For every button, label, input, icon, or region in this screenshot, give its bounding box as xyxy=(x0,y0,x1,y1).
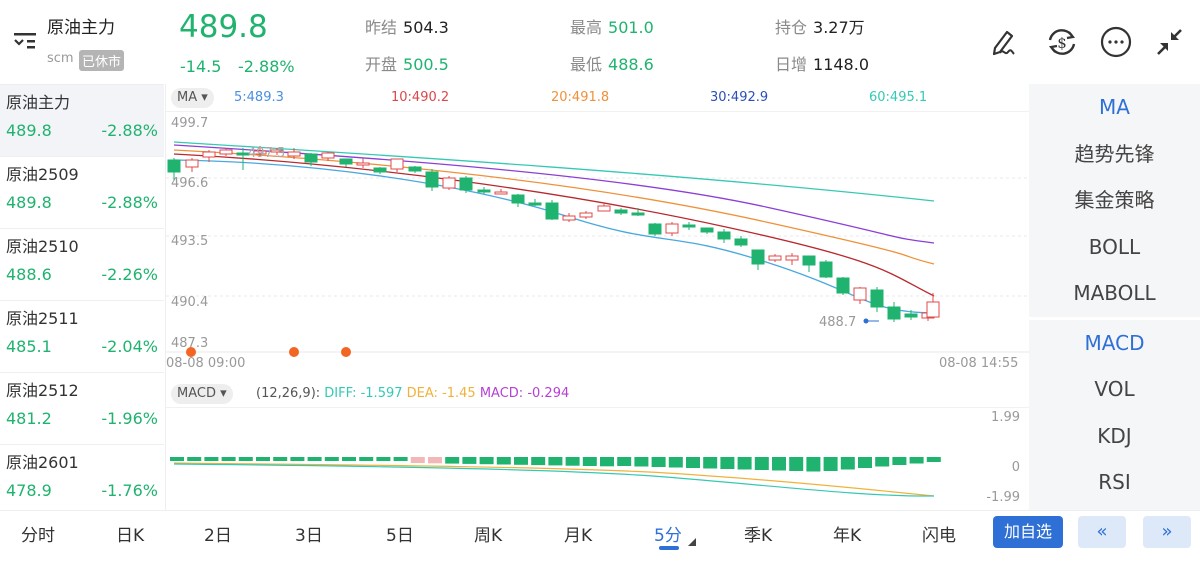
tab-indicator xyxy=(659,546,679,550)
contract-item[interactable]: 原油主力 489.8 -2.88% xyxy=(0,85,164,157)
stat-low: 最低 488.6 xyxy=(570,55,654,74)
contract-item[interactable]: 原油2510 488.6 -2.26% xyxy=(0,229,164,301)
indicator-vol[interactable]: VOL xyxy=(1094,377,1135,401)
quote-header: 原油主力 scm 已休市 489.8 -14.5 -2.88% 昨结 504.3 … xyxy=(0,0,1200,84)
contract-item[interactable]: 原油2512 481.2 -1.96% xyxy=(0,373,164,445)
price-change-pct: -2.88% xyxy=(238,57,295,76)
divider xyxy=(1029,316,1200,320)
y-tick: 487.3 xyxy=(171,336,209,351)
tab-5min[interactable]: 5分 xyxy=(654,526,682,546)
stat-daily-increase: 日增 1148.0 xyxy=(775,55,869,74)
event-dot xyxy=(341,347,351,357)
event-dot xyxy=(289,347,299,357)
y-tick: 490.4 xyxy=(171,295,209,310)
indicator-panel: MA 趋势先锋 集金策略 BOLL MABOLL MACD VOL KDJ RS… xyxy=(1029,84,1200,510)
tab-monthly[interactable]: 月K xyxy=(564,526,593,546)
stat-high: 最高 501.0 xyxy=(570,18,654,37)
macd-plot xyxy=(170,457,941,497)
contract-list: 原油主力 489.8 -2.88% 原油2509 489.8 -2.88% 原油25… xyxy=(0,84,164,510)
macd-legend: MACD ▾ (12,26,9): DIFF: -1.597 DEA: -1.4… xyxy=(166,380,1029,408)
price-change: -14.5 xyxy=(180,57,222,76)
y-tick: 493.5 xyxy=(171,234,209,249)
tab-weekly[interactable]: 周K xyxy=(474,526,503,546)
tab-flash[interactable]: 闪电 xyxy=(922,526,956,546)
ma20-value: 20:491.8 xyxy=(551,90,610,105)
period-tabs: 分时 日K 2日 3日 5日 周K 月K 5分 季K 年K 闪电 加自选 « » xyxy=(0,510,1200,567)
contract-name: 原油主力 xyxy=(47,18,115,38)
ma-legend: MA ▾ 5:489.3 10:490.2 20:491.8 30:492.9 … xyxy=(166,84,1029,112)
contract-item[interactable]: 原油2511 485.1 -2.04% xyxy=(0,301,164,373)
indicator-macd[interactable]: MACD xyxy=(1084,330,1145,355)
draw-icon[interactable] xyxy=(988,26,1022,58)
kline-chart[interactable]: MA ▾ 5:489.3 10:490.2 20:491.8 30:492.9 … xyxy=(165,84,1029,510)
macd-selector[interactable]: MACD ▾ xyxy=(171,384,233,404)
indicator-rsi[interactable]: RSI xyxy=(1098,470,1131,494)
stat-open-interest: 持仓 3.27万 xyxy=(775,18,865,37)
last-price: 489.8 xyxy=(179,9,268,45)
currency-exchange-icon[interactable]: $ xyxy=(1045,26,1079,58)
tab-yearly[interactable]: 年K xyxy=(833,526,862,546)
ma-selector[interactable]: MA ▾ xyxy=(171,88,214,108)
exchange-code: scm xyxy=(47,51,74,66)
contract-item[interactable]: 原油2509 489.8 -2.88% xyxy=(0,157,164,229)
contract-item[interactable]: 原油2601 478.9 -1.76% xyxy=(6,453,158,500)
y-tick: 499.7 xyxy=(171,116,209,131)
y-tick: 496.6 xyxy=(171,176,209,191)
add-watchlist-button[interactable]: 加自选 xyxy=(993,516,1063,548)
ma60-value: 60:495.1 xyxy=(869,90,928,105)
x-label-start: 08-08 09:00 xyxy=(166,356,246,371)
indicator-kdj[interactable]: KDJ xyxy=(1097,423,1132,448)
macd-y-tick: 1.99 xyxy=(991,410,1020,425)
ma5-value: 5:489.3 xyxy=(234,90,284,105)
svg-text:$: $ xyxy=(1057,34,1067,52)
more-icon[interactable] xyxy=(1099,26,1133,58)
list-menu-icon[interactable] xyxy=(12,30,38,52)
x-label-end: 08-08 14:55 xyxy=(939,356,1019,371)
indicator-trend[interactable]: 趋势先锋 xyxy=(1074,141,1155,166)
indicator-boll[interactable]: BOLL xyxy=(1088,234,1141,259)
low-annotation: 488.7 xyxy=(819,315,856,330)
stat-prev-settle: 昨结 504.3 xyxy=(365,18,449,37)
stat-open: 开盘 500.5 xyxy=(365,55,449,74)
indicator-ma[interactable]: MA xyxy=(1099,95,1130,119)
tab-5day[interactable]: 5日 xyxy=(386,526,414,546)
status-badge: 已休市 xyxy=(79,50,125,71)
dropdown-corner-icon xyxy=(688,538,696,546)
diff-value: DIFF: -1.597 xyxy=(324,386,403,401)
next-button[interactable]: » xyxy=(1143,516,1191,548)
high-annotation: 497.5 xyxy=(248,146,285,161)
tab-timeshare[interactable]: 分时 xyxy=(21,526,55,546)
dea-value: DEA: -1.45 xyxy=(406,386,476,401)
tab-daily[interactable]: 日K xyxy=(116,526,145,546)
candlestick-plot: 497.5 488.7 xyxy=(166,141,1029,357)
collapse-icon[interactable] xyxy=(1153,26,1187,58)
prev-button[interactable]: « xyxy=(1078,516,1126,548)
tab-3day[interactable]: 3日 xyxy=(295,526,323,546)
macd-y-tick: -1.99 xyxy=(986,490,1020,505)
indicator-maboll[interactable]: MABOLL xyxy=(1073,281,1156,305)
tab-2day[interactable]: 2日 xyxy=(204,526,232,546)
ma10-value: 10:490.2 xyxy=(391,90,450,105)
indicator-strategy[interactable]: 集金策略 xyxy=(1074,188,1155,212)
macd-y-tick: 0 xyxy=(1011,460,1020,475)
macd-value: MACD: -0.294 xyxy=(479,386,570,401)
ma30-value: 30:492.9 xyxy=(710,90,769,105)
event-dot xyxy=(186,347,196,357)
tab-quarterly[interactable]: 季K xyxy=(744,526,773,546)
